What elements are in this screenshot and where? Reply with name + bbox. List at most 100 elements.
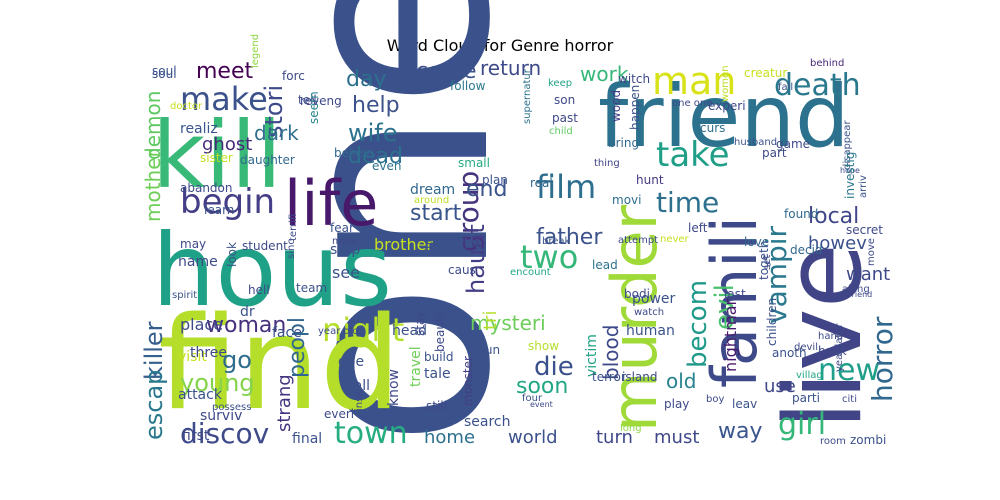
word-togeth: togeth	[757, 241, 771, 280]
word-devil: devil	[794, 342, 818, 353]
word-one-one: one one	[672, 98, 712, 109]
word-one: one	[235, 0, 551, 448]
word-becom: becom	[683, 280, 713, 368]
word-dream: dream	[410, 182, 455, 198]
word-find: find	[158, 290, 401, 439]
word-insid: insid	[354, 388, 365, 411]
word-small: small	[458, 156, 490, 170]
word-stay: stay	[413, 311, 427, 336]
word-girlfriend: girlfriend	[836, 290, 872, 299]
word-encount: encount	[510, 267, 551, 278]
word-man: man	[652, 59, 736, 103]
word-old: old	[666, 369, 697, 393]
word-game: game	[776, 137, 810, 151]
word-investig: investig	[843, 152, 857, 199]
word-peopl: peopl	[285, 317, 310, 378]
word-go: go	[222, 346, 252, 374]
word-young: young	[180, 369, 255, 397]
word-disappear: disappear	[842, 120, 853, 170]
word-new: new	[818, 353, 880, 388]
word-life: life	[284, 167, 378, 240]
word-victim: victim	[584, 334, 600, 377]
word-look: look	[225, 242, 239, 267]
word-lead: lead	[592, 258, 618, 272]
word-stori: stori	[260, 85, 288, 138]
word-howev: howev	[808, 233, 867, 254]
word-meet: meet	[196, 59, 254, 84]
word-past: past	[552, 111, 578, 125]
word-abandon: abandon	[180, 181, 233, 195]
word-power: power	[632, 291, 676, 307]
word-part: part	[762, 146, 787, 160]
word-must: must	[654, 427, 699, 448]
word-world: world	[508, 427, 558, 448]
word-dark: dark	[254, 121, 299, 145]
word-home: home	[424, 427, 475, 448]
word-end: end	[466, 177, 507, 202]
word-see: see	[332, 263, 360, 282]
word-sinc: sinc	[286, 239, 297, 259]
word-curs: curs	[700, 121, 725, 135]
word-women: women	[720, 65, 731, 102]
word-room: room	[820, 436, 846, 447]
word-student: student	[242, 239, 288, 253]
word-start: start	[410, 201, 462, 226]
word-final: final	[292, 431, 322, 447]
word-child: child	[549, 126, 573, 137]
word-villag: villag	[796, 370, 823, 381]
word-nightmar: nightmar	[721, 298, 740, 372]
word-sister: sister	[200, 151, 233, 165]
word-build: build	[424, 350, 454, 364]
word-mother: mother	[141, 148, 165, 222]
word-film: film	[536, 168, 596, 206]
word-experi: experi	[708, 99, 746, 113]
word-happen: happen	[628, 85, 642, 130]
word-arriv: arriv	[858, 175, 869, 198]
word-help: help	[352, 93, 400, 118]
word-woman: woman	[206, 313, 286, 338]
word-love: love	[744, 235, 769, 249]
word-local: local	[808, 204, 859, 229]
word-travel: travel	[408, 346, 424, 387]
word-group: group	[452, 171, 485, 252]
word-dr: dr	[240, 304, 255, 320]
word-island: island	[622, 370, 658, 384]
word-return: return	[480, 56, 541, 80]
word-bring: bring	[608, 136, 639, 150]
word-mysteri: mysteri	[470, 311, 546, 335]
word-possess: possess	[212, 402, 251, 413]
word-keep: keep	[548, 78, 572, 89]
word-search: search	[464, 414, 511, 430]
word-bodi: bodi	[624, 287, 650, 301]
word-dead: dead	[348, 144, 403, 169]
word-day: day	[346, 67, 386, 92]
word-leav: leav	[732, 397, 757, 411]
word-murder: murder	[598, 204, 671, 432]
word-seem: seem	[307, 91, 321, 124]
word-visit: visit	[178, 349, 207, 365]
word-children: children	[765, 298, 779, 346]
word-legend: legend	[250, 34, 261, 68]
word-fear: fear	[330, 221, 354, 235]
word-strang: strang	[274, 374, 295, 432]
word-citi: citi	[842, 394, 857, 405]
word-hunt: hunt	[636, 173, 664, 187]
word-may: may	[180, 237, 206, 251]
word-stop: stop	[330, 242, 360, 258]
word-horror: horror	[866, 316, 899, 402]
word-brother: brother	[374, 235, 433, 254]
word-witch: witch	[618, 72, 650, 86]
word-event: event	[530, 400, 553, 409]
word-begin: begin	[180, 182, 275, 222]
word-three: three	[190, 345, 227, 361]
word-take: take	[656, 135, 730, 175]
word-move: move	[866, 238, 877, 266]
word-know: know	[386, 369, 402, 406]
word-goe: goe	[338, 354, 364, 370]
word-still: still	[426, 399, 447, 413]
word-first: first	[182, 428, 210, 444]
word-back: back	[818, 344, 847, 358]
word-husband: husband	[734, 137, 777, 148]
word-evil: evil	[710, 284, 740, 330]
word-haunt: haunt	[462, 224, 490, 294]
